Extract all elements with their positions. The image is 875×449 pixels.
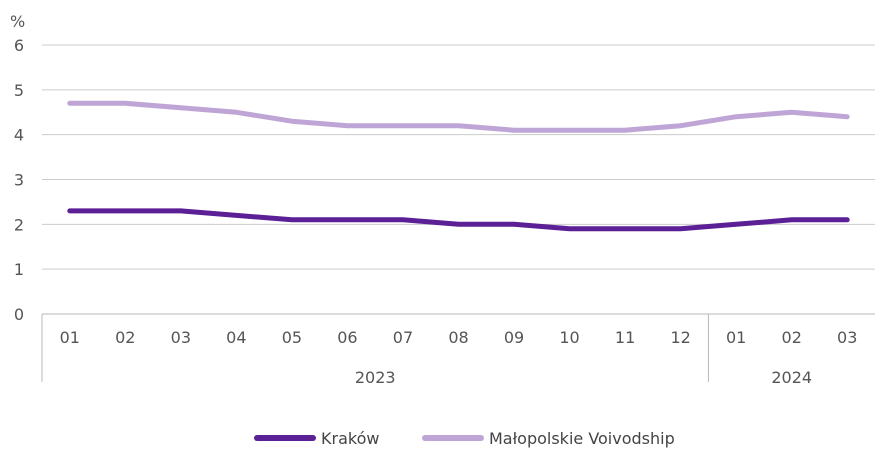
series-lines — [67, 100, 850, 232]
y-tick-label: 1 — [14, 260, 24, 279]
x-tick-label: 03 — [171, 328, 191, 347]
y-tick-label: 5 — [14, 81, 24, 100]
x-tick-label: 08 — [448, 328, 468, 347]
gridlines — [42, 44, 875, 315]
y-tick-label: 0 — [14, 305, 24, 324]
x-tick-label: 02 — [782, 328, 802, 347]
series-line-ma-opolskie-voivodship — [67, 100, 850, 133]
y-axis-unit-label: % — [10, 12, 25, 31]
x-tick-label: 06 — [337, 328, 357, 347]
x-tick-label: 11 — [615, 328, 635, 347]
x-tick-label: 12 — [670, 328, 690, 347]
legend-label: Kraków — [321, 429, 379, 448]
x-tick-label: 07 — [393, 328, 413, 347]
x-tick-label: 10 — [559, 328, 579, 347]
legend: Kraków Małopolskie Voivodship — [254, 429, 675, 448]
y-tick-label: 6 — [14, 36, 24, 55]
y-tick-label: 2 — [14, 215, 24, 234]
x-tick-label: 02 — [115, 328, 135, 347]
x-tick-label: 01 — [60, 328, 80, 347]
y-tick-label: 4 — [14, 126, 24, 145]
y-tick-label: 3 — [14, 171, 24, 190]
x-tick-label: 03 — [837, 328, 857, 347]
x-axis: 01 02 03 04 05 06 07 08 09 10 11 12 01 02 03 2023 2024 — [41, 314, 857, 387]
x-group-label: 2023 — [355, 368, 396, 387]
series-line-krak-w — [67, 208, 850, 232]
x-tick-label: 09 — [504, 328, 524, 347]
x-tick-label: 05 — [282, 328, 302, 347]
x-tick-label: 04 — [226, 328, 246, 347]
x-tick-label: 01 — [726, 328, 746, 347]
y-axis-ticks: 0 1 2 3 4 5 6 — [14, 36, 24, 324]
x-group-label: 2024 — [771, 368, 812, 387]
legend-label: Małopolskie Voivodship — [489, 429, 675, 448]
